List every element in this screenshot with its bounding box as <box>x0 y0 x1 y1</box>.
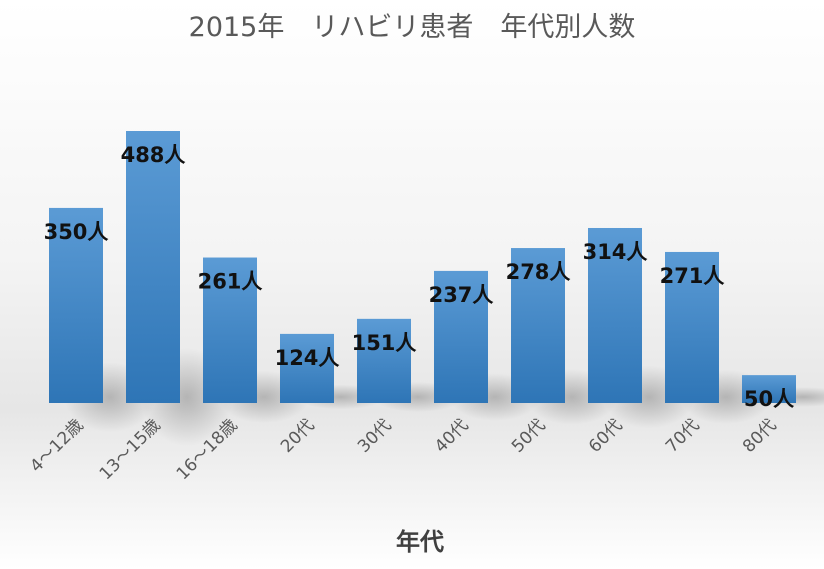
data-label-13～15歳: 488人 <box>121 143 186 167</box>
bar-13～15歳 <box>126 131 180 403</box>
bar-30代 <box>357 318 411 403</box>
data-label-50代: 278人 <box>506 260 571 284</box>
bar-40代 <box>434 270 488 403</box>
data-label-80代: 50人 <box>744 387 794 411</box>
bar-16～18歳 <box>203 257 257 403</box>
data-label-30代: 151人 <box>352 331 417 355</box>
bar-50代 <box>511 248 565 403</box>
x-axis-label: 年代 <box>396 528 444 556</box>
data-label-60代: 314人 <box>583 240 648 264</box>
data-label-40代: 237人 <box>429 283 494 307</box>
data-label-16～18歳: 261人 <box>198 270 263 294</box>
data-label-20代: 124人 <box>275 346 340 370</box>
bar-60代 <box>588 227 642 403</box>
data-label-4～12歳: 350人 <box>44 220 109 244</box>
bar-70代 <box>665 251 719 403</box>
data-label-70代: 271人 <box>660 264 725 288</box>
bars <box>49 131 796 403</box>
bar-20代 <box>280 333 334 403</box>
data-labels: 350人 488人 261人 124人 151人 237人 278人 314人 271人 50人 <box>44 143 795 411</box>
chart-title: 2015年 リハビリ患者 年代別人数 <box>189 12 636 43</box>
bar-80代 <box>742 375 796 403</box>
bar-4～12歳 <box>49 207 103 403</box>
